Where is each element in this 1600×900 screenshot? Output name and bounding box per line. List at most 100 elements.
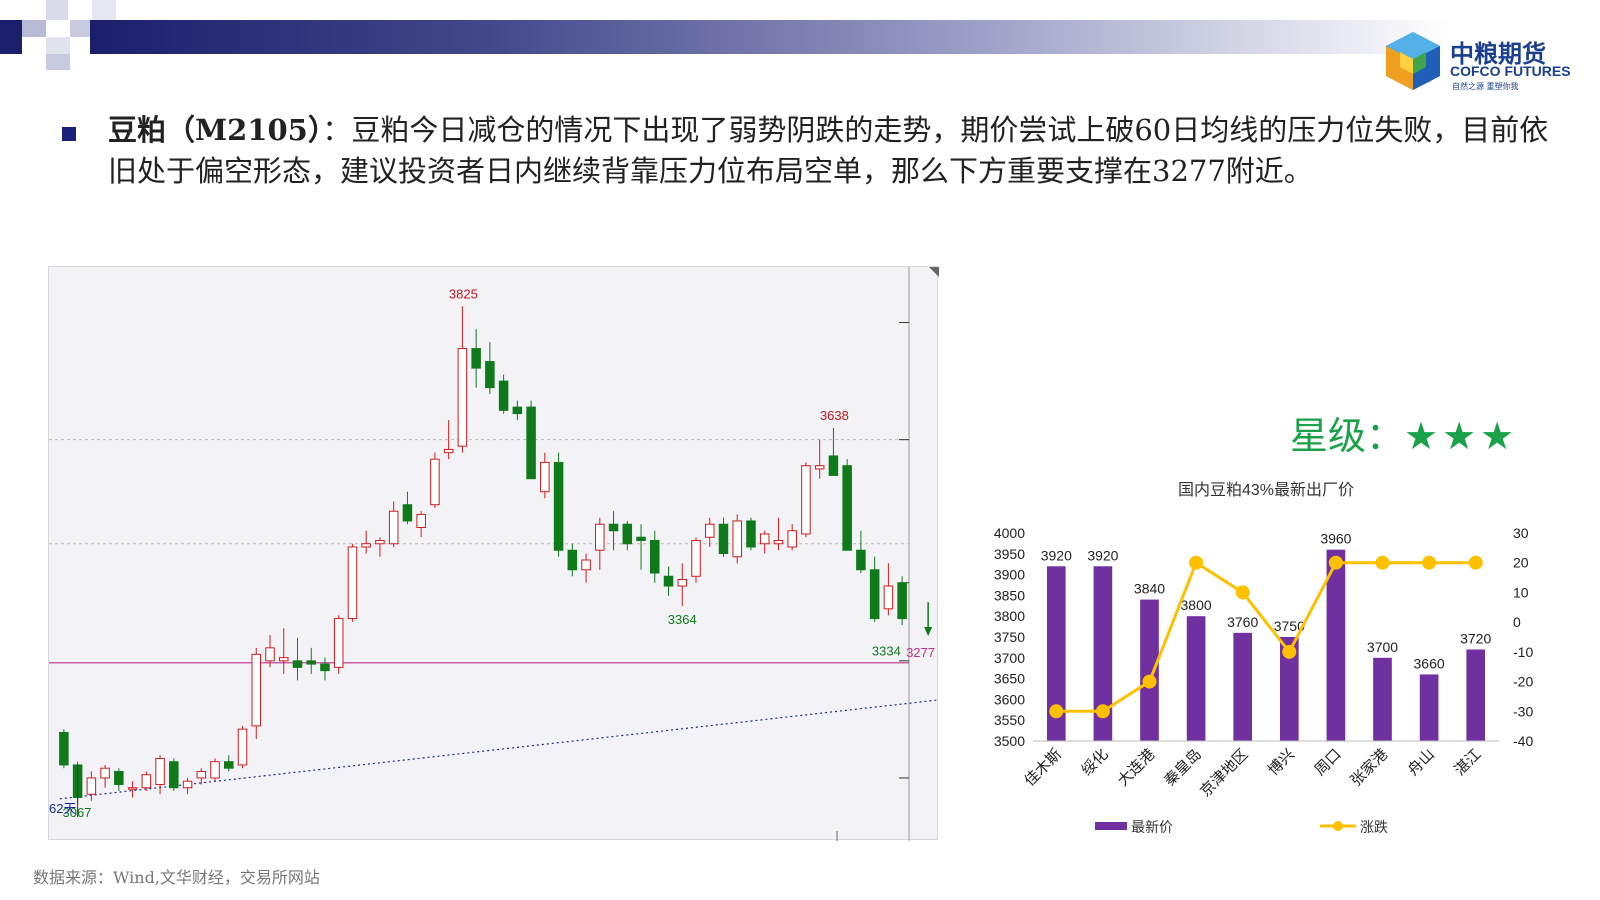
deco-square	[22, 20, 46, 37]
candle-up	[210, 761, 220, 779]
y-left-tick: 3500	[994, 733, 1025, 749]
legend-line-marker	[1333, 821, 1343, 831]
candle-down	[746, 520, 756, 548]
category-label: 秦皇岛	[1161, 746, 1205, 790]
candle-up	[251, 653, 262, 727]
change-point	[1375, 555, 1390, 570]
candle-up	[759, 533, 770, 545]
candle-up	[127, 787, 138, 790]
bar-value-label: 3750	[1274, 618, 1305, 634]
change-point	[1468, 555, 1483, 570]
commentary-title: 豆粕（M2105）	[108, 113, 323, 147]
candle-down	[169, 761, 179, 789]
candle-down	[114, 770, 124, 785]
bar	[1046, 566, 1066, 741]
bar-value-label: 3840	[1134, 581, 1165, 597]
candle-down	[59, 731, 69, 766]
candle-down	[622, 523, 633, 545]
candle-down	[471, 348, 481, 369]
bar-value-label: 3760	[1227, 614, 1258, 630]
deco-square	[46, 0, 68, 20]
legend-line-label: 涨跌	[1360, 819, 1388, 835]
bar	[1140, 599, 1159, 741]
bar	[1373, 657, 1392, 741]
candle-up	[375, 539, 385, 545]
candle-up	[595, 523, 605, 551]
candle-down	[842, 465, 852, 551]
candle-down	[856, 549, 866, 571]
label-low-mid: 3364	[668, 612, 697, 627]
deco-square	[46, 37, 70, 54]
bar	[1419, 674, 1439, 741]
legend-bar-swatch	[1095, 822, 1127, 830]
label-high-peak: 3825	[449, 286, 478, 301]
change-point	[1235, 585, 1250, 600]
cofco-logo: 中粮期货 COFCO FUTURES 自然之源 重塑你我	[1382, 30, 1582, 100]
candle-up	[704, 523, 715, 538]
candle-up	[86, 777, 97, 795]
logo-cn-text: 中粮期货	[1450, 40, 1546, 68]
candle-up	[196, 770, 207, 779]
candle-down	[553, 461, 564, 551]
candle-down	[306, 660, 316, 665]
corner-marker	[929, 267, 939, 277]
y-right-tick: -20	[1513, 674, 1533, 690]
category-label: 京津地区	[1197, 746, 1251, 800]
bar	[1233, 632, 1253, 741]
candle-up	[265, 647, 275, 662]
bar-value-label: 3720	[1460, 630, 1491, 646]
candle-down	[567, 549, 578, 571]
deco-square	[0, 20, 22, 54]
candle-down	[650, 539, 660, 574]
header-gradient-bar	[90, 20, 1450, 54]
y-right-tick: 30	[1513, 525, 1529, 541]
candle-up	[814, 465, 825, 470]
category-label: 张家港	[1347, 746, 1391, 790]
candle-up	[237, 728, 248, 766]
bullet-square	[62, 127, 76, 141]
y-right-tick: 10	[1513, 584, 1529, 600]
bar	[1093, 566, 1113, 741]
category-label: 大连港	[1114, 746, 1158, 790]
logo-slogan: 自然之源 重塑你我	[1452, 82, 1519, 91]
candle-down	[897, 582, 907, 620]
bar-value-label: 3920	[1087, 547, 1118, 563]
y-left-tick: 3650	[994, 671, 1025, 687]
y-left-tick: 3600	[994, 691, 1025, 707]
candle-up	[691, 539, 701, 577]
y-right-tick: -40	[1513, 733, 1533, 749]
candle-down	[320, 663, 330, 672]
deco-square	[46, 54, 70, 70]
candle-down	[224, 761, 234, 769]
chart-title: 国内豆粕43%最新出厂价	[1178, 481, 1354, 499]
candle-down	[402, 504, 413, 522]
y-left-tick: 3850	[994, 587, 1025, 603]
candle-up	[100, 767, 110, 779]
candle-down	[512, 406, 523, 415]
candle-up	[773, 539, 784, 545]
y-left-tick: 3700	[994, 650, 1025, 666]
bar-value-label: 3660	[1414, 655, 1445, 671]
candle-up	[333, 618, 344, 668]
logo-en-text: COFCO FUTURES	[1450, 63, 1571, 79]
price-bar-chart: 国内豆粕43%最新出厂价 4000 3950 3900 3850 3800 3750 3700…	[994, 481, 1534, 835]
bar	[1186, 616, 1206, 741]
label-start-low: 3067	[63, 805, 92, 820]
kline-chart-panel: 3825 3638 3364 3334 3277 3067 62天	[48, 266, 940, 841]
category-label: 湛江	[1451, 746, 1484, 779]
category-label: 佳木斯	[1021, 746, 1065, 790]
candle-up	[182, 780, 193, 789]
candle-down	[663, 575, 674, 587]
category-label: 绥化	[1078, 746, 1111, 779]
change-point	[1282, 644, 1297, 659]
y-right-tick: -30	[1513, 703, 1533, 719]
candle-up	[540, 461, 550, 493]
rating-label: 星级：	[1290, 414, 1405, 458]
candle-up	[388, 510, 399, 545]
bar-value-label: 3700	[1367, 639, 1398, 655]
change-point	[1142, 674, 1157, 689]
bar	[1326, 549, 1346, 741]
bar-value-label: 3920	[1041, 547, 1072, 563]
category-label: 舟山	[1405, 746, 1438, 779]
